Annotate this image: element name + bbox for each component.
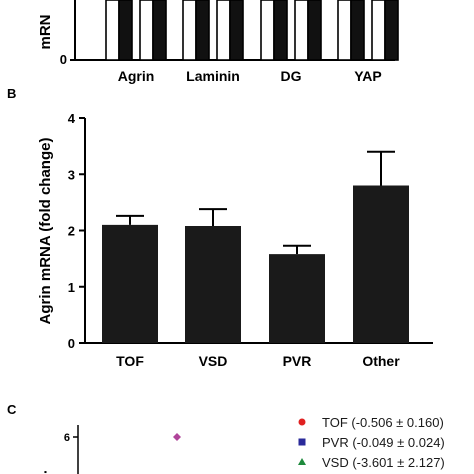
panel-a-bar	[384, 0, 399, 61]
panel-b: Agrin mRNA (fold change) 0 1 2 3 4 TOF VSD PVR…	[37, 111, 433, 369]
panel-b-category-label: TOF	[116, 353, 144, 369]
panel-b-category-label: PVR	[283, 353, 312, 369]
panel-b-y-tick-label: 3	[68, 167, 75, 182]
panel-a-bar	[294, 0, 309, 61]
panel-a-bar	[337, 0, 352, 61]
panel-b-category-label: VSD	[199, 353, 228, 369]
panel-b-y-ticks: 0 1 2 3 4	[68, 111, 85, 351]
panel-a-bar	[152, 0, 167, 61]
panel-b-bars	[102, 150, 409, 343]
legend-marker-circle	[298, 418, 306, 426]
panel-a-bar	[260, 0, 275, 61]
panel-a-bar	[216, 0, 231, 61]
panel-b-bar	[102, 224, 158, 343]
panel-a-y-tick-label: 0	[60, 52, 67, 67]
panel-b-letter: B	[7, 86, 16, 101]
panel-b-y-tick-label: 4	[68, 111, 76, 126]
panel-b-bar	[269, 254, 325, 343]
panel-c-y-axis-label-fragment: ·	[37, 469, 53, 474]
panel-a-category-label: DG	[281, 68, 302, 84]
panel-c-y-tick-label: 6	[64, 432, 70, 444]
panel-a-y-axis-label: mRN	[37, 14, 54, 49]
panel-a-bar	[350, 0, 365, 61]
panel-a-bars	[105, 0, 399, 61]
panel-c-point	[173, 433, 181, 441]
panel-a-bar	[229, 0, 244, 61]
panel-a-bar	[195, 0, 210, 61]
panel-b-bar	[353, 185, 409, 343]
panel-a: mRN 0 Agrin Laminin DG YAP	[37, 0, 399, 84]
panel-a-bar	[273, 0, 288, 61]
panel-a-category-label: Agrin	[118, 68, 155, 84]
panel-a-bar	[105, 0, 120, 61]
panel-a-bar	[182, 0, 197, 61]
panel-a-bar	[371, 0, 386, 61]
panel-b-y-axis-label: Agrin mRNA (fold change)	[37, 138, 54, 325]
panel-b-bar	[185, 226, 241, 343]
legend-marker-square	[298, 438, 306, 446]
panel-a-category-label: YAP	[354, 68, 382, 84]
panel-a-bar	[307, 0, 322, 61]
panel-b-y-tick-label: 2	[68, 224, 75, 239]
panel-c-legend: TOF (-0.506 ± 0.160) PVR (-0.049 ± 0.024)…	[298, 415, 445, 470]
legend-entry-label: TOF (-0.506 ± 0.160)	[322, 415, 444, 430]
panel-a-bar	[139, 0, 154, 61]
legend-marker-triangle	[298, 458, 306, 465]
panel-c: 6 · TOF (-0.506 ± 0.160) PVR (-0.049 ± 0.…	[37, 415, 445, 474]
panel-a-bar	[118, 0, 133, 61]
panel-b-category-labels: TOF VSD PVR Other	[116, 353, 400, 369]
legend-entry-label: VSD (-3.601 ± 2.127)	[322, 455, 445, 470]
panel-b-y-tick-label: 0	[68, 336, 75, 351]
panel-a-category-label: Laminin	[186, 68, 240, 84]
panel-a-category-labels: Agrin Laminin DG YAP	[118, 68, 382, 84]
panel-b-y-tick-label: 1	[68, 280, 75, 295]
legend-entry-label: PVR (-0.049 ± 0.024)	[322, 435, 445, 450]
panel-c-letter: C	[7, 402, 17, 417]
panel-b-category-label: Other	[362, 353, 400, 369]
